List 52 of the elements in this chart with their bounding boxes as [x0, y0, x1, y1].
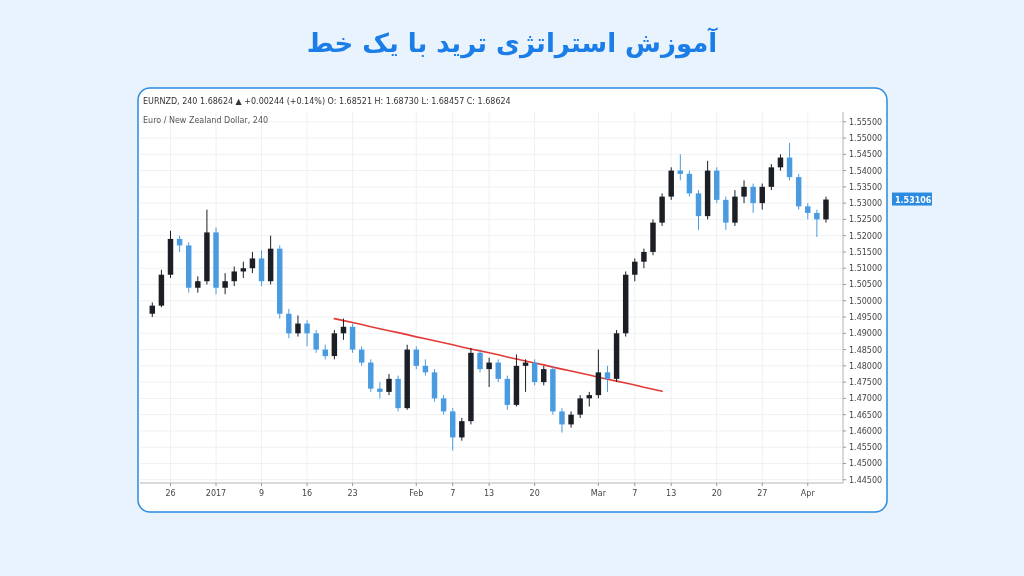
y-tick-label: 1.51500 [849, 247, 883, 257]
y-tick-label: 1.50500 [849, 280, 883, 290]
y-tick-label: 1.47000 [849, 394, 883, 404]
y-tick-label: 1.50000 [849, 296, 883, 306]
candlestick [459, 417, 465, 442]
x-tick-label: Feb [409, 489, 424, 498]
x-tick-label: 13 [484, 489, 495, 498]
y-tick-label: 1.49500 [849, 313, 883, 323]
candlestick [577, 394, 583, 419]
y-tick-label: 1.55500 [849, 117, 883, 127]
candlestick [231, 266, 237, 287]
candlestick [632, 257, 638, 282]
x-tick-label: Apr [800, 489, 816, 498]
y-tick-label: 1.52000 [849, 231, 883, 241]
text: EURNZD, 240 1.68624 ▲ +0.00244 (+0.14%) O: 1.68521 H: 1.68730 L: 1.68457 C: 1.68624 [143, 97, 511, 106]
x-tick-label: 27 [757, 489, 768, 498]
x-tick-label: 20 [529, 489, 540, 498]
candlestick [313, 329, 319, 354]
y-tick-label: 1.45500 [849, 443, 883, 453]
y-tick-label: 1.49000 [849, 329, 883, 339]
x-tick-label: 23 [347, 489, 358, 498]
annotation: Euro / New Zealand Dollar, 240 [143, 116, 269, 125]
y-tick-label: 1.53000 [849, 199, 883, 209]
y-tick-label: 1.47500 [849, 378, 883, 388]
y-tick-label: 1.45000 [849, 459, 883, 469]
y-tick-label: 1.46000 [849, 426, 883, 436]
y-tick-label: 1.44500 [849, 475, 883, 485]
x-tick-label: Mar [590, 489, 607, 498]
candlestick [195, 275, 201, 294]
y-tick-label: 1.54000 [849, 166, 883, 176]
x-tick-label: 20 [711, 489, 722, 498]
x-tick-label: 16 [301, 489, 313, 498]
x-tick-label: 13 [666, 489, 677, 498]
candlestick [404, 344, 410, 411]
y-tick-label: 1.46500 [849, 410, 883, 420]
y-tick-label: 1.55000 [849, 134, 883, 144]
x-tick-label: 7 [632, 489, 638, 498]
y-tick-label: 1.53500 [849, 182, 883, 192]
x-tick-label: 9 [258, 489, 265, 498]
candlestick [368, 358, 374, 393]
text: 1.53106 [895, 195, 932, 205]
y-tick-label: 1.48500 [849, 345, 883, 355]
candlestick [668, 166, 674, 201]
x-tick-label: 7 [450, 489, 456, 498]
y-tick-label: 1.52500 [849, 215, 883, 225]
candlestick [723, 196, 729, 231]
x-tick-label: 26 [165, 489, 176, 498]
y-tick-label: 1.54500 [849, 150, 883, 160]
x-tick-label: 2017 [205, 489, 227, 498]
y-tick-label: 1.48000 [849, 361, 883, 371]
chart-title: آموزش استراتژی ترید با یک خط [306, 27, 719, 59]
y-tick-label: 1.51000 [849, 264, 883, 274]
